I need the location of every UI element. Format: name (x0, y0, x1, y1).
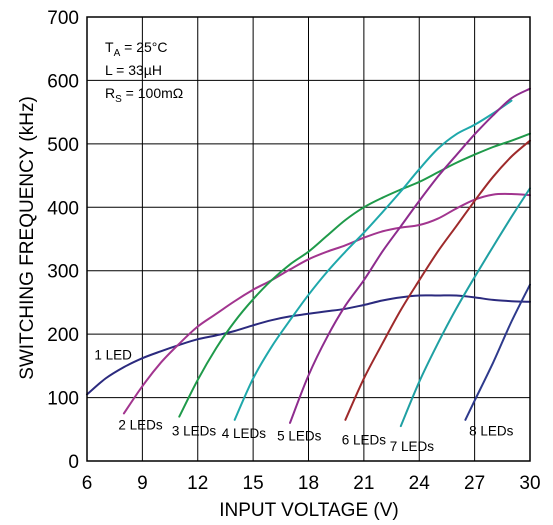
series-label: 7 LEDs (390, 439, 435, 454)
series-label: 8 LEDs (469, 424, 514, 439)
x-tick-label: 18 (298, 473, 319, 494)
series-line-7-leds (399, 187, 531, 428)
series-label: 5 LEDs (277, 429, 322, 444)
x-tick-label: 27 (464, 473, 485, 494)
y-tick-labels: 0 100 200 300 400 500 600 700 (47, 8, 79, 473)
series-label: 1 LED (94, 348, 132, 363)
series-label: 6 LEDs (342, 433, 387, 448)
y-tick-label: 200 (47, 325, 79, 346)
x-tick-label: 21 (353, 473, 374, 494)
series-labels: 1 LED 2 LEDs 3 LEDs 4 LEDs 5 LEDs 6 LEDs 7 LED… (94, 348, 513, 454)
x-tick-label: 30 (519, 473, 540, 494)
y-tick-label: 100 (47, 389, 79, 410)
y-tick-label: 700 (47, 8, 79, 29)
x-tick-label: 24 (409, 473, 431, 494)
y-tick-label: 0 (68, 452, 79, 473)
y-tick-label: 300 (47, 262, 79, 283)
y-tick-label: 400 (47, 198, 79, 219)
series-line-3-leds (178, 132, 531, 418)
series-line-5-leds (289, 87, 531, 424)
x-tick-label: 9 (137, 473, 148, 494)
series-lines (86, 87, 531, 428)
conditions-box: TA = 25°C L = 33µH RS = 100mΩ (105, 39, 183, 105)
series-label: 2 LEDs (118, 417, 163, 432)
plot-frame (86, 16, 531, 462)
series-line-6-leds (344, 139, 531, 421)
x-axis-title: INPUT VOLTAGE (V) (219, 500, 398, 521)
y-tick-label: 600 (47, 71, 79, 92)
x-tick-label: 12 (187, 473, 208, 494)
condition-rs: RS = 100mΩ (105, 85, 183, 105)
series-label: 4 LEDs (222, 426, 267, 441)
grid-lines (86, 16, 531, 462)
series-line-4-leds (233, 99, 513, 421)
condition-l: L = 33µH (105, 62, 162, 78)
x-tick-labels: 6 9 12 15 18 21 24 27 30 (82, 473, 541, 494)
x-tick-label: 15 (243, 473, 264, 494)
series-line-1-led (86, 294, 531, 396)
series-line-2-leds (122, 192, 531, 415)
y-axis-title: SWITCHING FREQUENCY (kHz) (17, 96, 38, 380)
series-line-8-leds (464, 283, 531, 421)
condition-ta: TA = 25°C (105, 39, 167, 59)
series-label: 3 LEDs (172, 424, 217, 439)
x-tick-label: 6 (82, 473, 93, 494)
y-tick-label: 500 (47, 135, 79, 156)
